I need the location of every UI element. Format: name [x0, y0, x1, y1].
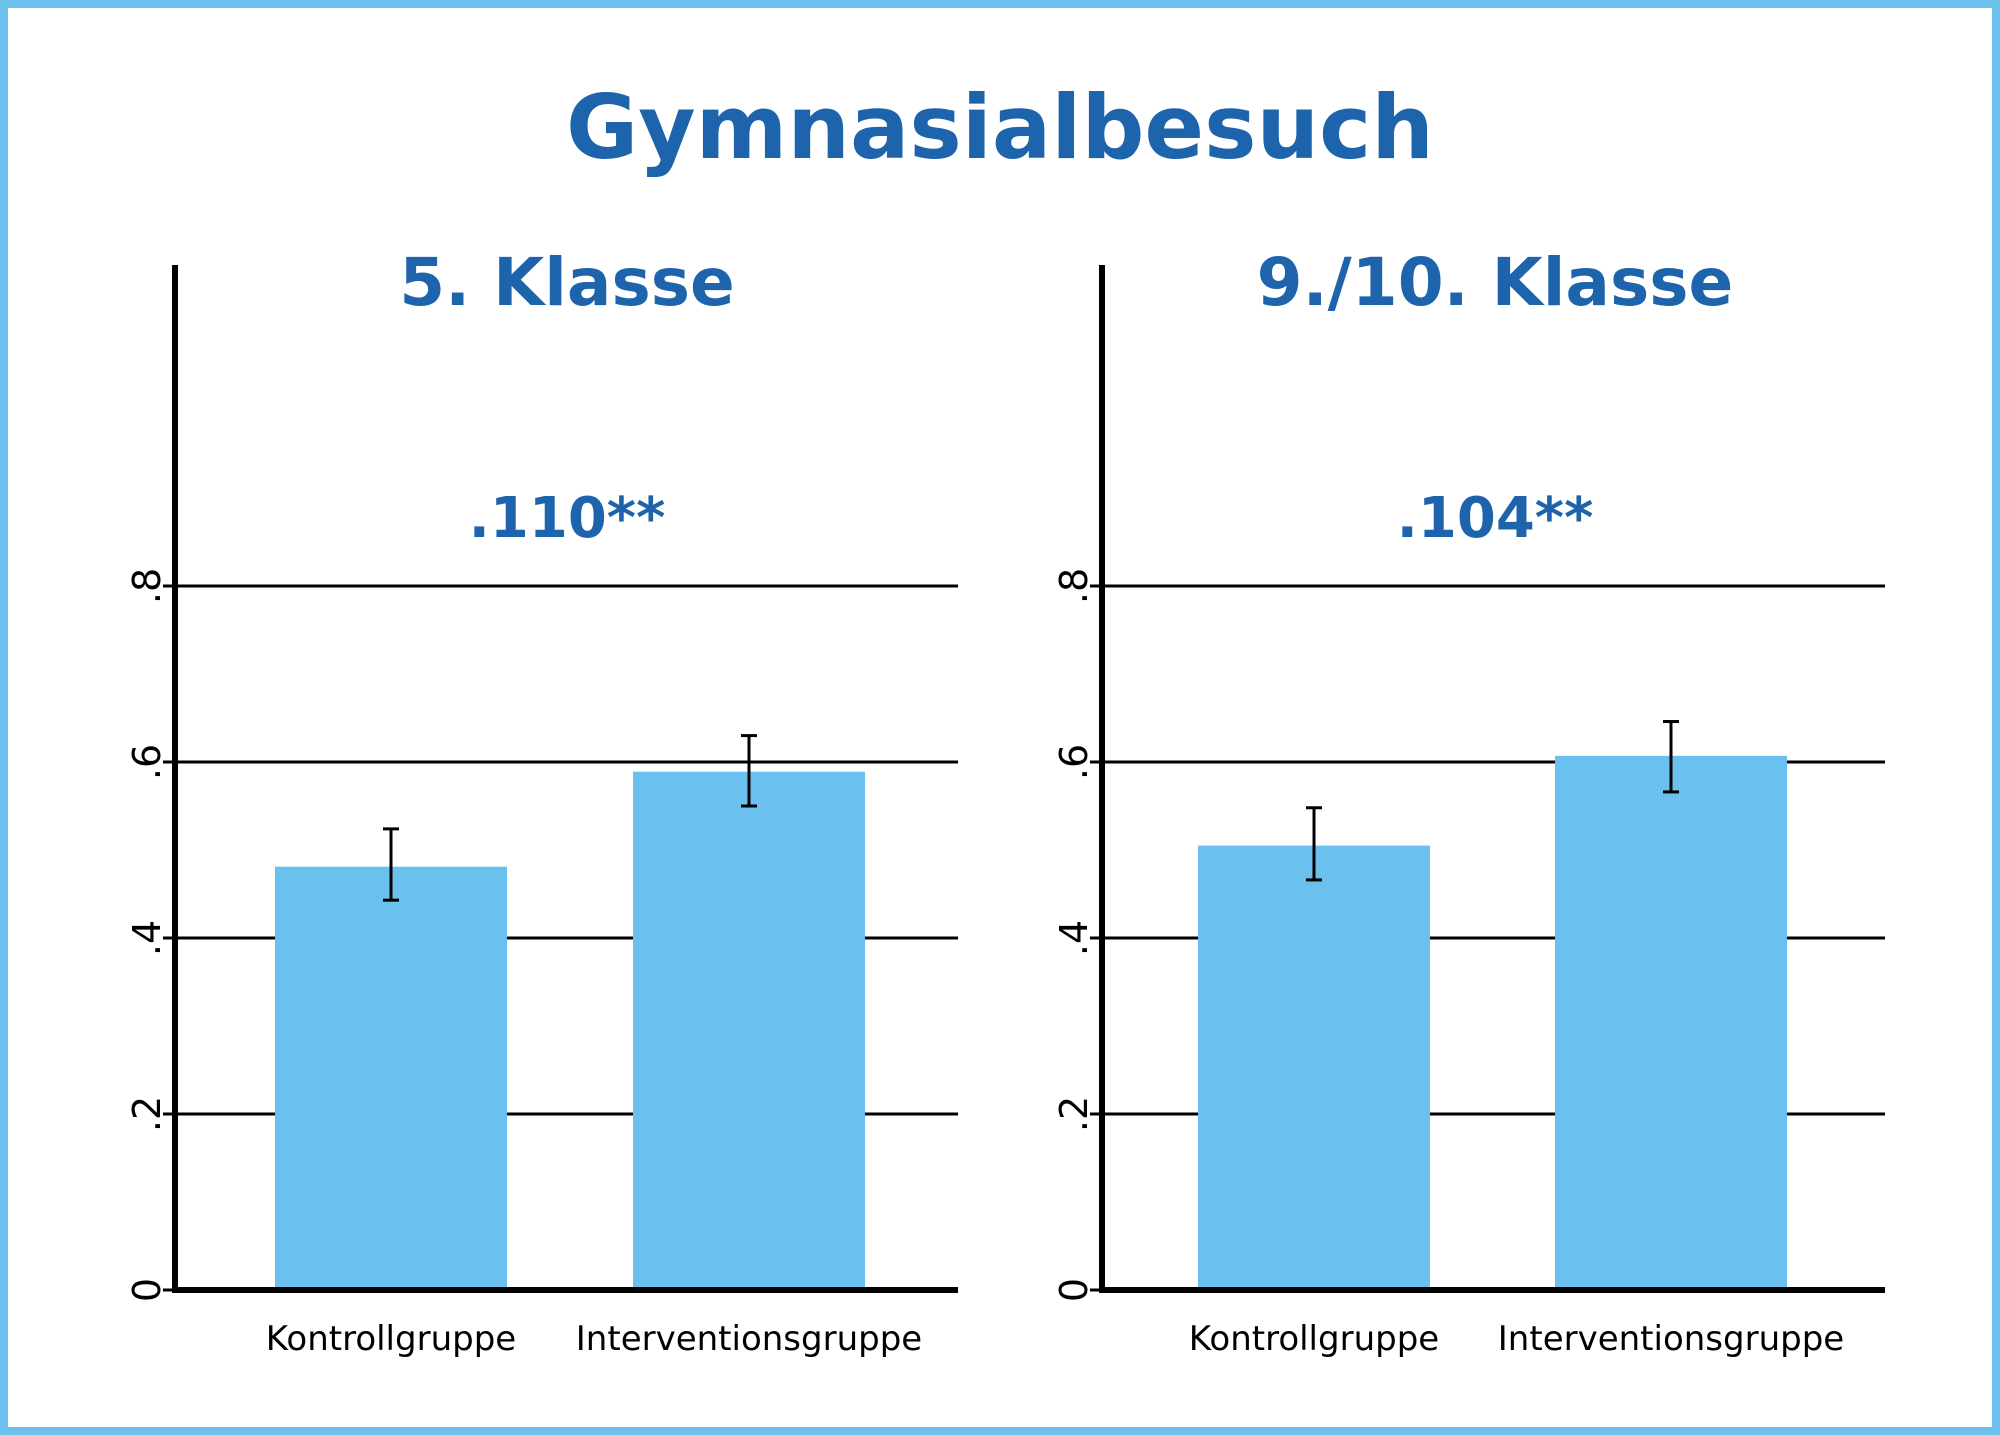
y-tick-label: 0: [125, 1278, 169, 1302]
panel-title: 5. Klasse: [399, 244, 735, 321]
significance-annotation: .110**: [469, 486, 666, 551]
chart-title: Gymnasialbesuch: [566, 76, 1434, 179]
category-label: Interventionsgruppe: [1498, 1319, 1844, 1359]
bar: [1198, 845, 1430, 1290]
panel-title: 9./10. Klasse: [1257, 244, 1734, 321]
category-label: Kontrollgruppe: [1189, 1319, 1439, 1359]
category-label: Interventionsgruppe: [576, 1319, 922, 1359]
y-tick-label: .8: [125, 568, 169, 604]
y-tick-label: .6: [1052, 744, 1096, 780]
y-tick-label: .4: [1052, 920, 1096, 956]
y-tick-label: .6: [125, 744, 169, 780]
bar: [633, 771, 865, 1290]
bar: [275, 866, 507, 1290]
y-tick-label: .8: [1052, 568, 1096, 604]
y-tick-label: .2: [125, 1096, 169, 1132]
y-tick-label: .4: [125, 920, 169, 956]
significance-annotation: .104**: [1397, 486, 1594, 551]
category-label: Kontrollgruppe: [266, 1319, 516, 1359]
y-tick-label: 0: [1052, 1278, 1096, 1302]
bar: [1555, 755, 1787, 1290]
y-tick-label: .2: [1052, 1096, 1096, 1132]
